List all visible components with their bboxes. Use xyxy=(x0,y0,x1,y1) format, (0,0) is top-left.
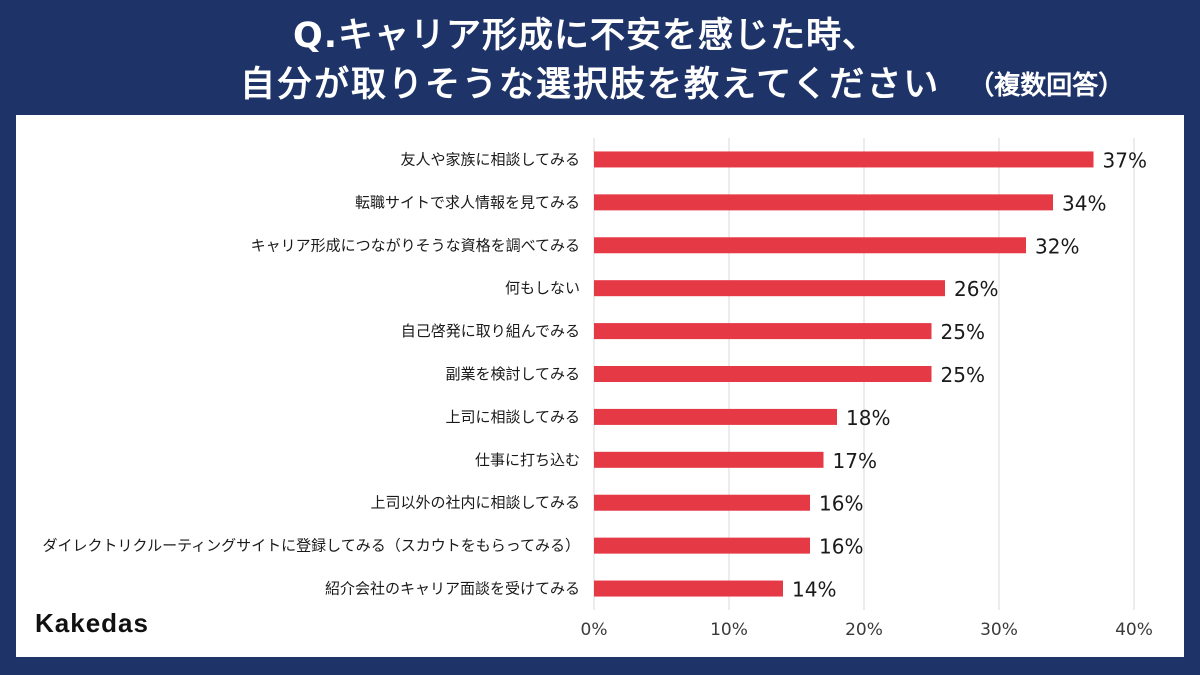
value-label-8: 17% xyxy=(833,449,877,473)
category-label-11: 紹介会社のキャリア面談を受けてみる xyxy=(325,580,580,598)
value-unit: % xyxy=(871,406,890,430)
value-unit: % xyxy=(966,363,985,387)
value-label-6: 25% xyxy=(941,363,985,387)
chart-panel: 0% 10% 20% 30% 40% 友人や家族に相談してみる 転職サイトで求人情報を見てみ… xyxy=(16,115,1184,657)
x-tick-value: 0 xyxy=(581,620,592,640)
bar-5 xyxy=(594,323,932,340)
value-label-10: 16% xyxy=(819,535,863,559)
value-unit: % xyxy=(858,449,877,473)
x-tick-value: 10 xyxy=(710,620,732,640)
category-label-8: 仕事に打ち込む xyxy=(475,451,580,469)
value-unit: % xyxy=(844,492,863,516)
bar-chart: 0% 10% 20% 30% 40%友人や家族に相談してみる転職サイトで求人情報を見てみ… xyxy=(43,138,1153,640)
x-tick-unit: % xyxy=(1002,620,1018,640)
bar-9 xyxy=(594,494,810,511)
value-unit: % xyxy=(966,320,985,344)
value-label-3: 32% xyxy=(1035,234,1079,258)
bar-11 xyxy=(594,580,783,597)
value-unit: % xyxy=(1060,234,1079,258)
value-number: 17 xyxy=(833,449,858,473)
bar-7 xyxy=(594,408,837,425)
category-labels: 友人や家族に相談してみる転職サイトで求人情報を見てみるキャリア形成につながりそう… xyxy=(43,150,580,597)
x-tick-unit: % xyxy=(591,620,607,640)
category-label-3: キャリア形成につながりそうな資格を調べてみる xyxy=(251,236,580,254)
kakedas-logo: Kakedas xyxy=(35,608,149,638)
bar-2 xyxy=(594,194,1053,211)
value-label-5: 25% xyxy=(941,320,985,344)
x-tick-label-30: 30% xyxy=(980,620,1018,640)
value-number: 25 xyxy=(941,363,966,387)
x-tick-label-0: 0% xyxy=(581,620,608,640)
chart-title-line-2: 自分が取りそうな選択肢を教えてください （複数回答） xyxy=(240,62,1124,109)
value-number: 14 xyxy=(792,578,817,602)
value-unit: % xyxy=(979,277,998,301)
x-tick-unit: % xyxy=(732,620,748,640)
chart-title-line-1: Q.キャリア形成に不安を感じた時、 xyxy=(293,16,879,56)
x-tick-label-20: 20% xyxy=(845,620,883,640)
x-tick-value: 40 xyxy=(1115,620,1137,640)
value-label-7: 18% xyxy=(846,406,890,430)
bar-8 xyxy=(594,451,824,468)
value-unit: % xyxy=(1128,148,1147,172)
value-unit: % xyxy=(817,578,836,602)
value-number: 18 xyxy=(846,406,871,430)
value-number: 16 xyxy=(819,492,844,516)
chart-title-line-2-text: 自分が取りそうな選択肢を教えてください xyxy=(240,65,941,105)
category-label-7: 上司に相談してみる xyxy=(445,408,580,426)
bar-1 xyxy=(594,151,1094,168)
value-label-2: 34% xyxy=(1062,191,1106,215)
value-number: 34 xyxy=(1062,191,1087,215)
category-label-5: 自己啓発に取り組んでみる xyxy=(401,322,580,340)
x-tick-unit: % xyxy=(867,620,883,640)
value-unit: % xyxy=(1087,191,1106,215)
bars xyxy=(594,151,1094,597)
category-label-1: 友人や家族に相談してみる xyxy=(400,150,580,168)
x-tick-value: 30 xyxy=(980,620,1002,640)
value-label-11: 14% xyxy=(792,578,836,602)
bar-6 xyxy=(594,366,932,382)
value-label-9: 16% xyxy=(819,492,863,516)
x-tick-label-40: 40% xyxy=(1115,620,1153,640)
category-label-9: 上司以外の社内に相談してみる xyxy=(370,494,580,512)
category-label-2: 転職サイトで求人情報を見てみる xyxy=(355,193,580,211)
category-label-10: ダイレクトリクルーティングサイトに登録してみる（スカウトをもらってみる） xyxy=(43,537,580,555)
bar-3 xyxy=(594,237,1026,254)
value-number: 25 xyxy=(941,320,966,344)
value-label-4: 26% xyxy=(954,277,998,301)
multiple-answer-note: （複数回答） xyxy=(968,71,1125,101)
x-axis-tick-labels: 0% 10% 20% 30% 40% xyxy=(581,620,1153,640)
bar-10 xyxy=(594,537,810,554)
bar-4 xyxy=(594,280,945,297)
value-number: 37 xyxy=(1103,148,1128,172)
value-number: 32 xyxy=(1035,234,1060,258)
x-tick-unit: % xyxy=(1137,620,1153,640)
category-label-6: 副業を検討してみる xyxy=(445,365,580,383)
value-label-1: 37% xyxy=(1103,148,1147,172)
category-label-4: 何もしない xyxy=(505,279,580,297)
value-number: 26 xyxy=(954,277,979,301)
value-labels: 37%34%32%26%25%25%18%17%16%16%14% xyxy=(792,148,1147,601)
x-tick-value: 20 xyxy=(845,620,867,640)
value-number: 16 xyxy=(819,535,844,559)
x-tick-label-10: 10% xyxy=(710,620,748,640)
value-unit: % xyxy=(844,535,863,559)
